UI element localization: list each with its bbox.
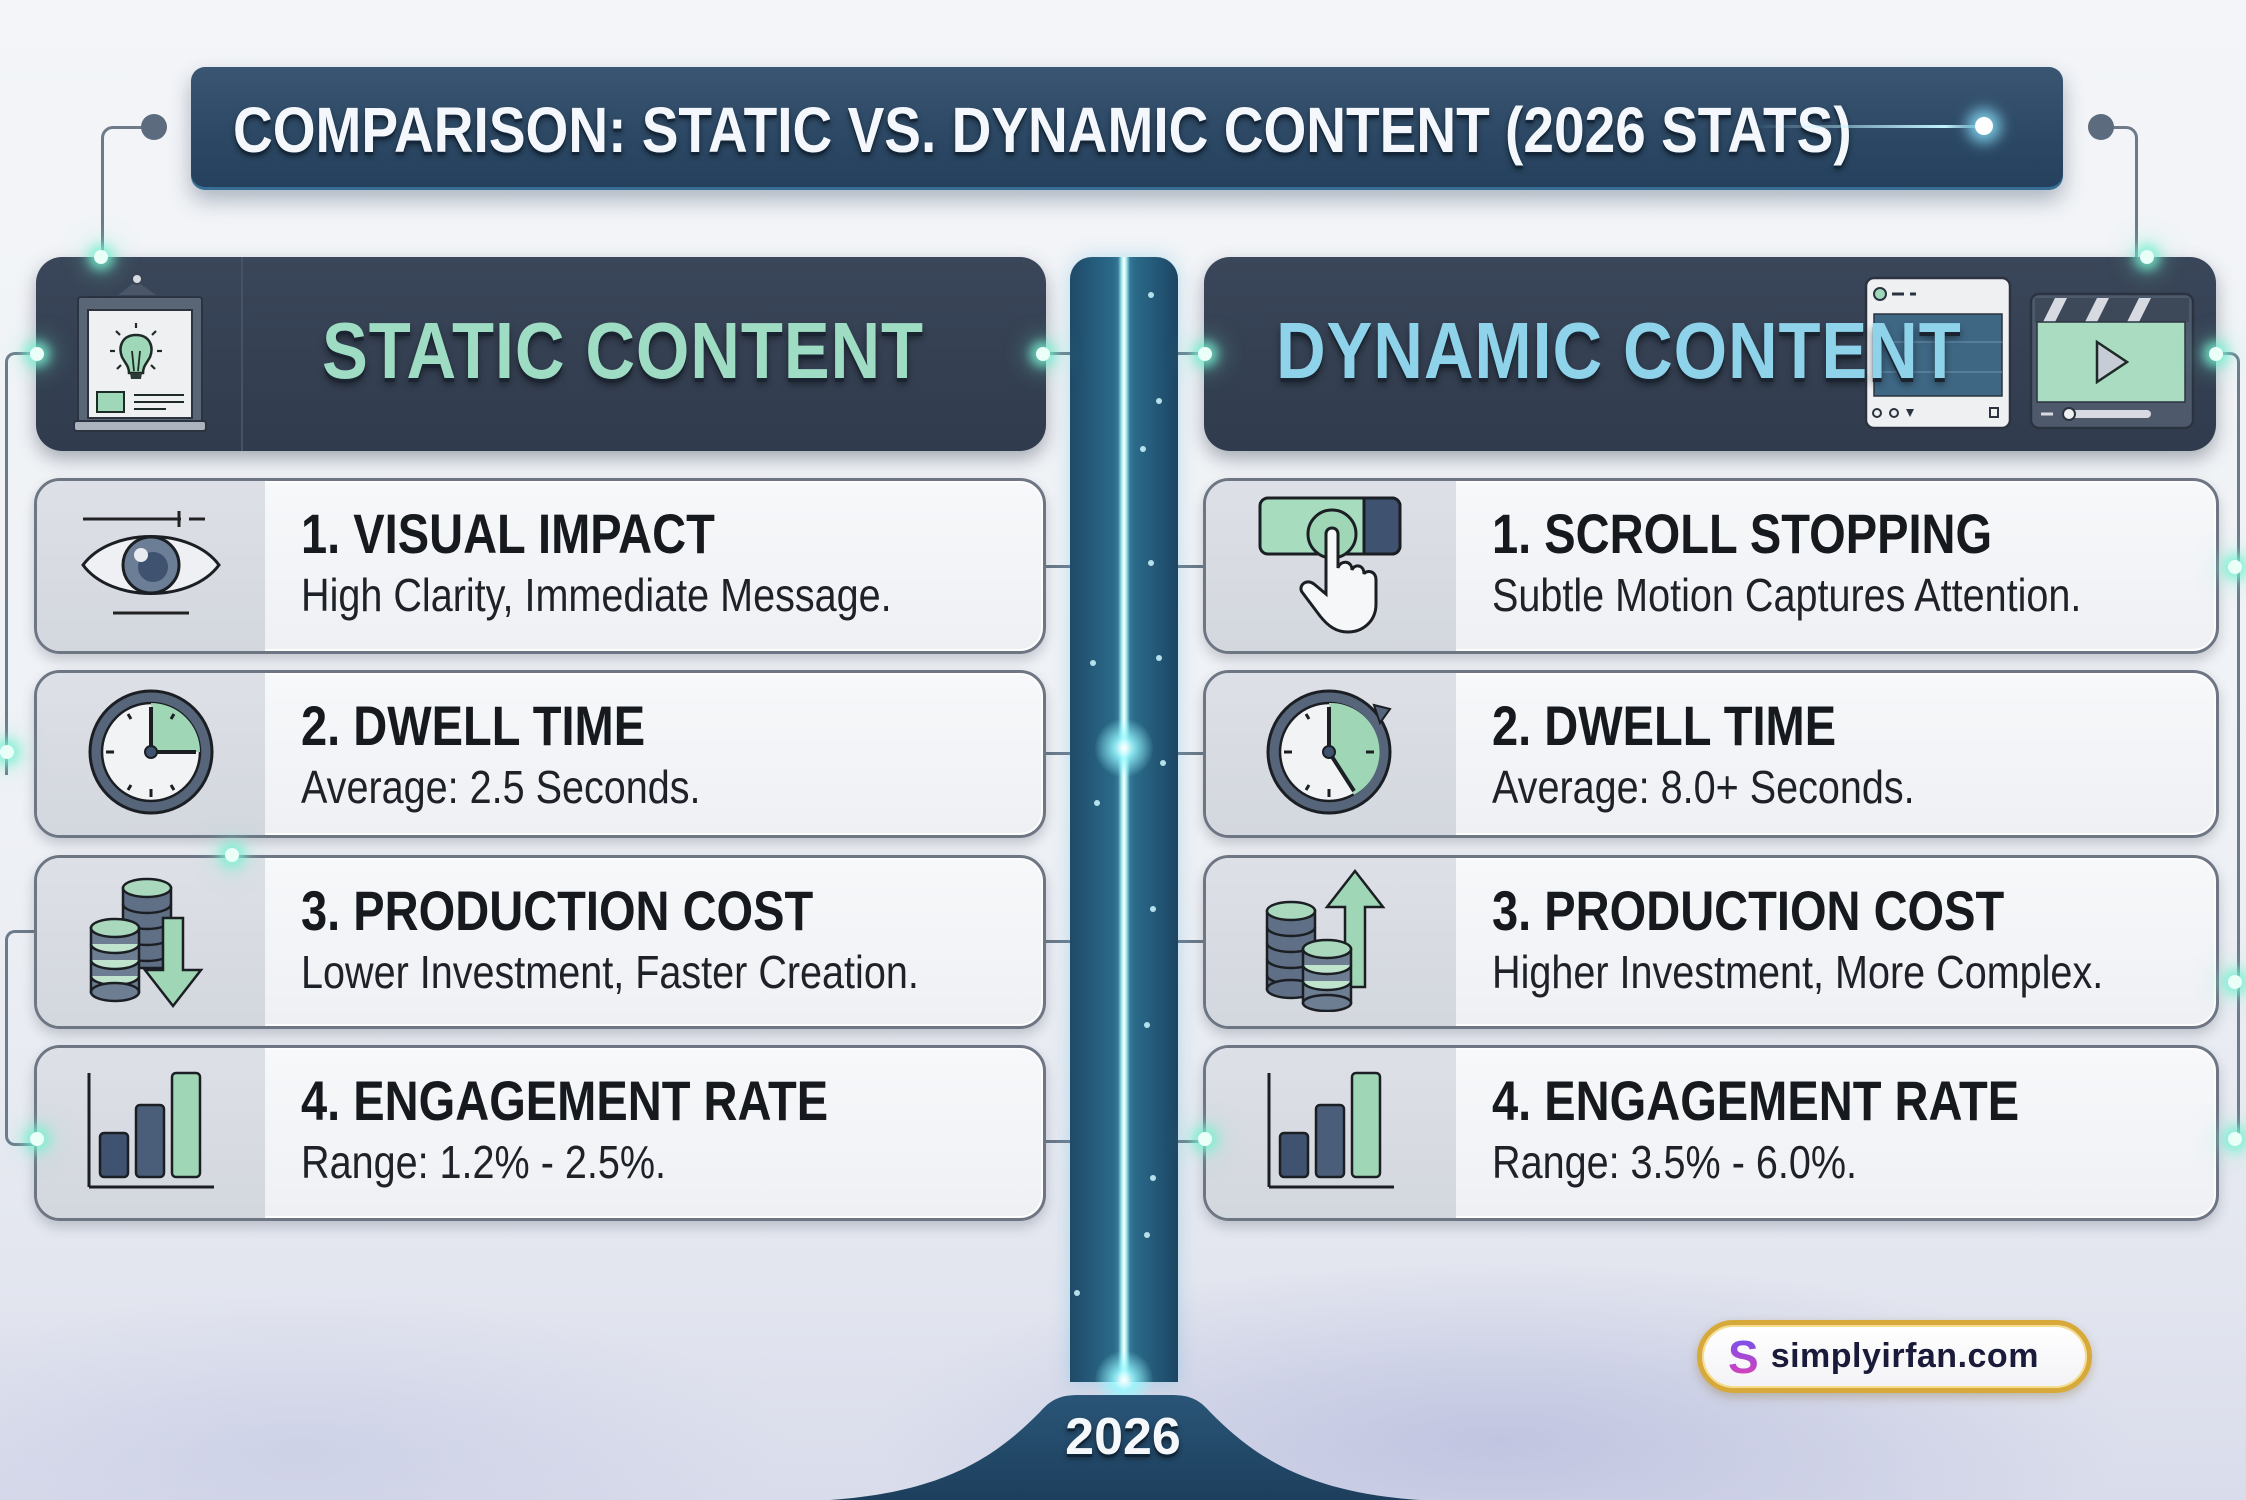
coins-down-arrow-icon — [81, 870, 221, 1015]
page-title: COMPARISON: STATIC VS. DYNAMIC CONTENT (… — [233, 94, 1852, 166]
timeline-base — [830, 1395, 1420, 1500]
card-title: 1. SCROLL STOPPING — [1492, 502, 1993, 565]
card-description: Range: 1.2% - 2.5%. — [301, 1136, 667, 1188]
pillar-glow-decoration — [1094, 718, 1154, 778]
bar-chart-icon — [86, 1071, 216, 1196]
card-description: Range: 3.5% - 6.0%. — [1492, 1136, 1858, 1188]
dynamic-card-scroll-stopping: 1. SCROLL STOPPING Subtle Motion Capture… — [1203, 478, 2219, 654]
card-description: Lower Investment, Faster Creation. — [301, 946, 919, 998]
card-description: Average: 2.5 Seconds. — [301, 761, 701, 813]
presentation-board-lightbulb-icon — [66, 265, 216, 437]
timeline-year: 2026 — [1065, 1408, 1181, 1466]
card-title: 1. VISUAL IMPACT — [301, 502, 715, 565]
dynamic-content-title: DYNAMIC CONTENT — [1276, 306, 1962, 395]
card-title: 4. ENGAGEMENT RATE — [1492, 1069, 2020, 1132]
static-content-title: STATIC CONTENT — [322, 306, 924, 395]
static-card-dwell-time: 2. DWELL TIME Average: 2.5 Seconds. — [34, 670, 1046, 838]
connector-node-left — [141, 114, 167, 140]
video-player-clapper-icon — [2029, 292, 2197, 430]
card-description: High Clarity, Immediate Message. — [301, 569, 892, 621]
light-flare-decoration — [1753, 125, 1993, 128]
card-description: Subtle Motion Captures Attention. — [1492, 569, 2082, 621]
hand-tap-button-icon — [1256, 494, 1406, 639]
coins-up-arrow-icon — [1261, 867, 1401, 1017]
bar-chart-icon — [1266, 1071, 1396, 1196]
timeline-pillar — [1070, 257, 1178, 1382]
card-title: 4. ENGAGEMENT RATE — [301, 1069, 829, 1132]
brand-logo-icon: S — [1728, 1330, 1759, 1383]
dynamic-card-dwell-time: 2. DWELL TIME Average: 8.0+ Seconds. — [1203, 670, 2219, 838]
card-title: 2. DWELL TIME — [301, 694, 646, 757]
static-card-production-cost: 3. PRODUCTION COST Lower Investment, Fas… — [34, 855, 1046, 1029]
browser-window-icon — [1864, 272, 2014, 430]
static-card-engagement-rate: 4. ENGAGEMENT RATE Range: 1.2% - 2.5%. — [34, 1045, 1046, 1221]
card-description: Average: 8.0+ Seconds. — [1492, 761, 1915, 813]
watermark-url[interactable]: simplyirfan.com — [1770, 1337, 2039, 1375]
dynamic-card-engagement-rate: 4. ENGAGEMENT RATE Range: 3.5% - 6.0%. — [1203, 1045, 2219, 1221]
eye-icon — [81, 509, 221, 624]
dynamic-card-production-cost: 3. PRODUCTION COST Higher Investment, Mo… — [1203, 855, 2219, 1029]
card-title: 3. PRODUCTION COST — [301, 879, 814, 942]
watermark-badge[interactable]: S simplyirfan.com — [1697, 1320, 2092, 1393]
title-banner: COMPARISON: STATIC VS. DYNAMIC CONTENT (… — [191, 67, 2063, 190]
clock-refresh-icon — [1264, 687, 1399, 822]
sparkle-icon — [1975, 117, 1993, 135]
clock-icon — [86, 687, 216, 822]
static-content-header: STATIC CONTENT — [30, 250, 1050, 451]
dynamic-content-header: DYNAMIC CONTENT — [1198, 250, 2223, 451]
static-card-visual-impact: 1. VISUAL IMPACT High Clarity, Immediate… — [34, 478, 1046, 654]
card-description: Higher Investment, More Complex. — [1492, 946, 2104, 998]
card-title: 2. DWELL TIME — [1492, 694, 1837, 757]
connector-node-right — [2088, 114, 2114, 140]
card-title: 3. PRODUCTION COST — [1492, 879, 2005, 942]
